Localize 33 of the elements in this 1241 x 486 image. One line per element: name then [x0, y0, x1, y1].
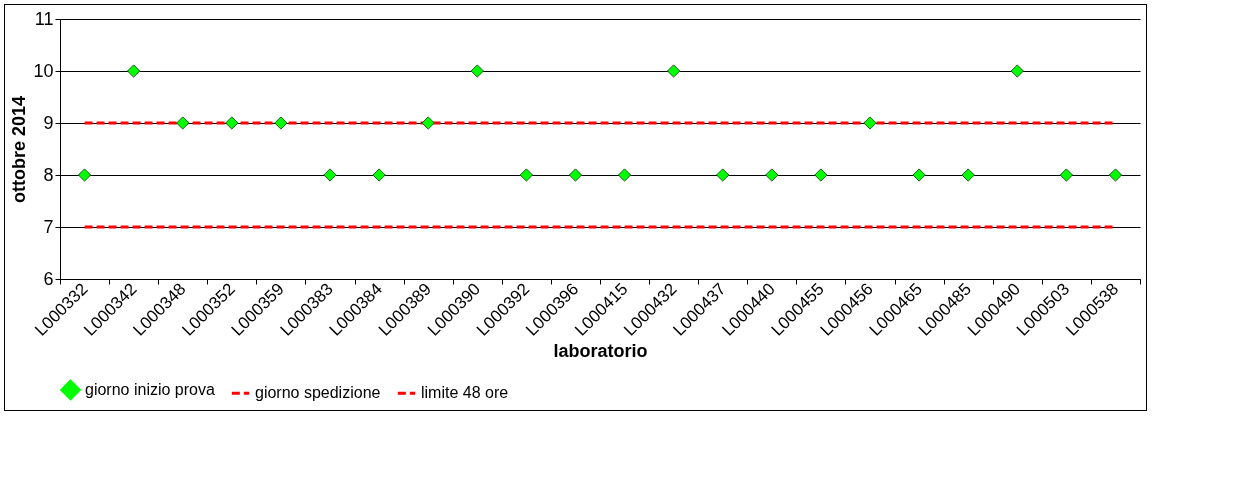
- point: [814, 168, 828, 182]
- y-tick-label: 9: [43, 112, 54, 133]
- point: [372, 168, 386, 182]
- y-tick-label: 10: [33, 60, 54, 81]
- legend-label: limite 48 ore: [421, 384, 509, 402]
- x-axis-title: laboratorio: [553, 340, 648, 361]
- point: [1059, 168, 1073, 182]
- point: [421, 116, 435, 130]
- point: [519, 168, 533, 182]
- point: [77, 168, 92, 182]
- point: [274, 116, 288, 130]
- point: [863, 116, 877, 130]
- point: [617, 168, 632, 182]
- y-tick-label: 11: [34, 8, 54, 29]
- y-tick-label: 7: [43, 216, 54, 237]
- point: [1108, 168, 1123, 182]
- point: [667, 64, 681, 78]
- point: [470, 64, 484, 78]
- point: [176, 116, 190, 130]
- point: [912, 168, 926, 182]
- point: [568, 168, 583, 182]
- point: [323, 168, 337, 182]
- y-tick-label: 6: [43, 268, 54, 289]
- point: [765, 168, 779, 182]
- legend-label: giorno inizio prova: [85, 380, 215, 398]
- legend-label: giorno spedizione: [255, 384, 381, 402]
- y-axis-title: ottobre 2014: [9, 95, 30, 204]
- point: [1010, 64, 1024, 78]
- point: [716, 168, 730, 182]
- point: [961, 168, 975, 182]
- point: [127, 64, 141, 78]
- point: [225, 116, 239, 130]
- y-tick-label: 8: [43, 164, 54, 185]
